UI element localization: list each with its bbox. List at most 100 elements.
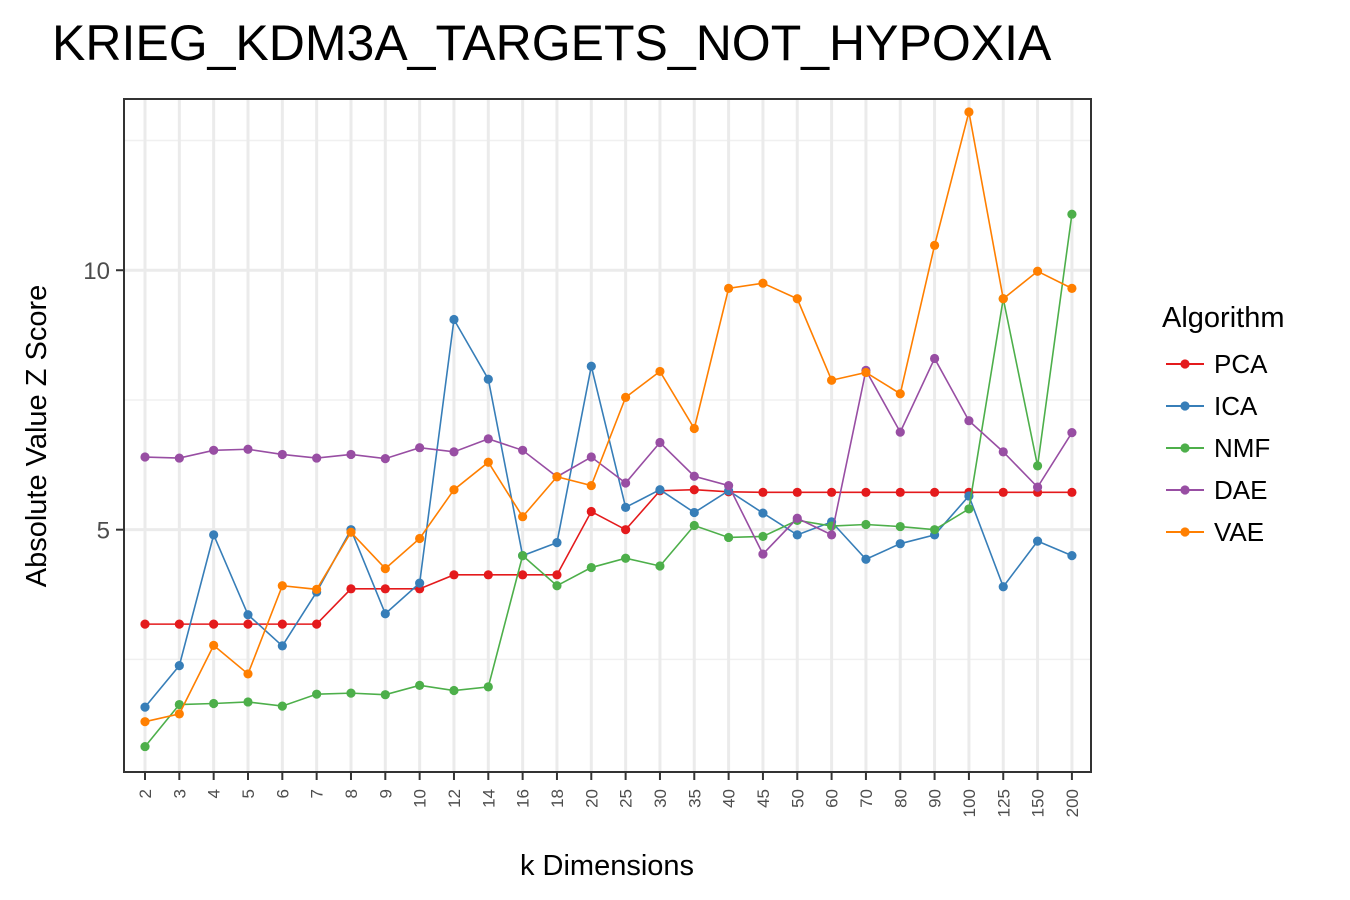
data-point-vae bbox=[483, 457, 493, 467]
data-point-pca bbox=[243, 619, 253, 629]
x-tick-label: 35 bbox=[685, 789, 704, 808]
series-vae bbox=[140, 107, 1077, 727]
data-point-pca bbox=[586, 506, 596, 517]
legend-point bbox=[1180, 485, 1190, 495]
x-tick-label: 150 bbox=[1029, 789, 1048, 817]
data-point-ica bbox=[277, 641, 287, 651]
data-point-vae bbox=[140, 717, 150, 727]
data-point-vae bbox=[724, 283, 734, 293]
data-point-nmf bbox=[243, 697, 253, 707]
x-tick-label: 125 bbox=[994, 789, 1013, 817]
data-point-vae bbox=[346, 527, 356, 537]
data-point-pca bbox=[277, 619, 287, 629]
data-point-ica bbox=[861, 554, 871, 564]
data-point-pca bbox=[792, 487, 802, 497]
legend-item-pca: PCA bbox=[1162, 343, 1285, 385]
x-axis-title: k Dimensions bbox=[520, 850, 694, 882]
x-tick-label: 12 bbox=[445, 789, 464, 808]
data-point-dae bbox=[1067, 428, 1077, 438]
data-point-pca bbox=[380, 584, 390, 594]
data-point-ica bbox=[895, 539, 905, 549]
y-axis-title: Absolute Value Z Score bbox=[21, 285, 53, 588]
x-tick-label: 40 bbox=[720, 789, 739, 808]
x-tick-label: 7 bbox=[308, 789, 327, 798]
data-point-nmf bbox=[552, 581, 562, 591]
x-tick-label: 80 bbox=[891, 789, 910, 808]
legend-key bbox=[1162, 511, 1208, 553]
data-point-ica bbox=[998, 582, 1008, 592]
data-point-ica bbox=[209, 530, 219, 540]
data-point-ica bbox=[792, 530, 802, 540]
data-point-vae bbox=[518, 512, 528, 522]
data-point-ica bbox=[415, 578, 425, 588]
x-tick-label: 25 bbox=[617, 789, 636, 808]
data-point-vae bbox=[792, 294, 802, 304]
x-tick-label: 90 bbox=[926, 789, 945, 808]
data-point-vae bbox=[449, 485, 459, 495]
series-line-pca bbox=[145, 488, 1072, 625]
legend-item-vae: VAE bbox=[1162, 511, 1285, 553]
series-line-ica bbox=[144, 317, 1073, 708]
x-tick-label: 8 bbox=[342, 789, 361, 798]
data-point-vae bbox=[929, 240, 940, 250]
legend-label: PCA bbox=[1214, 348, 1268, 379]
data-point-nmf bbox=[174, 699, 184, 710]
data-point-vae bbox=[964, 107, 974, 117]
series-nmf bbox=[140, 209, 1077, 752]
grid-lines bbox=[124, 99, 1091, 772]
x-tick-label: 9 bbox=[376, 789, 395, 798]
data-point-vae bbox=[415, 533, 425, 544]
data-point-vae bbox=[312, 584, 322, 594]
x-tick-label: 3 bbox=[170, 789, 189, 798]
data-point-ica bbox=[758, 508, 768, 518]
data-point-pca bbox=[449, 570, 459, 580]
legend-key bbox=[1162, 469, 1208, 511]
data-point-vae bbox=[380, 563, 390, 574]
x-tick-label: 70 bbox=[857, 789, 876, 808]
data-point-nmf bbox=[415, 680, 425, 690]
data-point-pca bbox=[140, 619, 150, 629]
y-tick-label: 5 bbox=[97, 518, 110, 545]
data-point-ica bbox=[243, 610, 253, 620]
data-point-nmf bbox=[483, 682, 493, 692]
data-point-pca bbox=[929, 487, 940, 497]
data-point-dae bbox=[209, 445, 219, 455]
legend-label: ICA bbox=[1214, 390, 1258, 421]
data-point-dae bbox=[312, 453, 322, 463]
data-point-vae bbox=[174, 709, 184, 719]
data-point-pca bbox=[312, 619, 322, 629]
series-line-vae bbox=[144, 111, 1073, 723]
legend-point bbox=[1180, 359, 1190, 369]
data-point-dae bbox=[415, 443, 425, 453]
data-point-vae bbox=[243, 669, 253, 679]
plot-panel-border bbox=[123, 98, 1092, 773]
data-point-ica bbox=[449, 314, 459, 325]
data-point-pca bbox=[552, 570, 562, 580]
data-point-nmf bbox=[861, 519, 871, 530]
legend-point bbox=[1180, 401, 1190, 411]
x-tick-label: 4 bbox=[205, 789, 224, 798]
data-point-dae bbox=[689, 471, 699, 481]
data-point-nmf bbox=[758, 531, 768, 542]
legend-label: NMF bbox=[1214, 432, 1271, 463]
x-tick-label: 60 bbox=[823, 789, 842, 808]
data-point-pca bbox=[1067, 487, 1077, 497]
data-point-dae bbox=[346, 449, 356, 460]
legend-item-nmf: NMF bbox=[1162, 427, 1285, 469]
chart-title: KRIEG_KDM3A_TARGETS_NOT_HYPOXIA bbox=[52, 15, 1052, 71]
data-point-dae bbox=[243, 444, 253, 454]
data-point-nmf bbox=[655, 561, 665, 571]
x-tick-label: 2 bbox=[136, 789, 155, 798]
data-point-nmf bbox=[140, 741, 150, 752]
data-point-vae bbox=[655, 366, 665, 377]
legend-item-ica: ICA bbox=[1162, 385, 1285, 427]
data-point-ica bbox=[689, 507, 699, 518]
data-point-dae bbox=[758, 549, 768, 559]
data-point-pca bbox=[827, 487, 837, 497]
data-point-dae bbox=[895, 427, 905, 437]
data-point-pca bbox=[861, 487, 871, 497]
data-point-nmf bbox=[1067, 209, 1077, 219]
data-point-vae bbox=[1032, 266, 1043, 276]
data-point-pca bbox=[621, 525, 631, 535]
data-point-vae bbox=[277, 581, 287, 591]
